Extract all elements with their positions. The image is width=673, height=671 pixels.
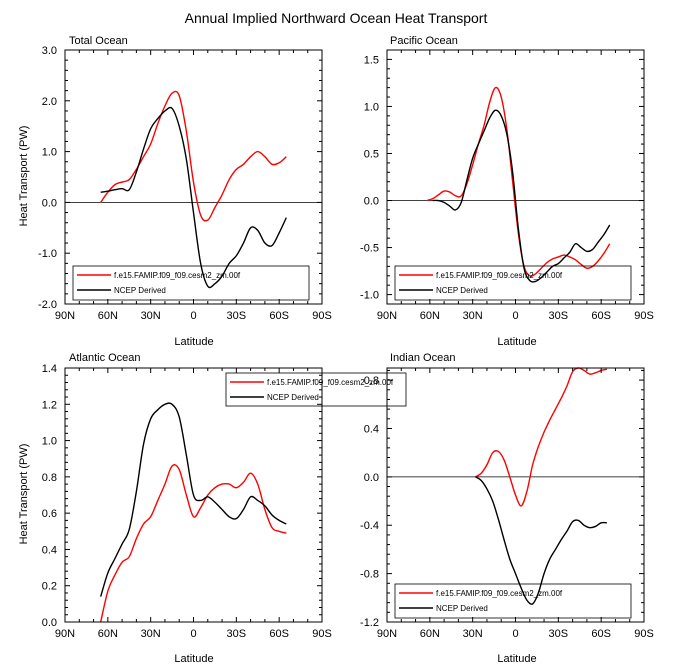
y-tick-label: 3.0 bbox=[42, 45, 57, 57]
panel-atlantic-ocean: Atlantic Ocean Heat Transport (PW) Latit… bbox=[18, 352, 214, 665]
panel-indian-ocean: Indian Ocean Latitude bbox=[390, 352, 537, 665]
x-tick-label: 60N bbox=[420, 310, 440, 322]
x-tick-label: 30S bbox=[227, 310, 247, 322]
legend-label: NCEP Derived bbox=[267, 393, 319, 402]
x-axis-label-pacific-ocean: Latitude bbox=[497, 336, 536, 348]
y-tick-label: 0.5 bbox=[364, 148, 379, 160]
x-tick-label: 60N bbox=[98, 310, 118, 322]
x-tick-label: 90N bbox=[377, 628, 397, 640]
x-tick-label: 60N bbox=[98, 628, 118, 640]
legend-label: f.e15.FAMIP.f09_f09.cesm2_zm.00f bbox=[436, 589, 563, 598]
panel-title-pacific-ocean: Pacific Ocean bbox=[390, 35, 458, 47]
x-tick-label: 90S bbox=[312, 628, 332, 640]
x-tick-label: 30S bbox=[549, 310, 569, 322]
x-tick-label: 60S bbox=[591, 628, 611, 640]
y-tick-label: 0.0 bbox=[364, 472, 379, 484]
x-tick-label: 30N bbox=[141, 628, 161, 640]
x-tick-label: 30N bbox=[463, 310, 483, 322]
x-tick-label: 90N bbox=[55, 310, 75, 322]
x-tick-label: 90S bbox=[312, 310, 332, 322]
series-line-ncep bbox=[475, 476, 607, 605]
plot-pacific-ocean: 90N 60N 30N 0 30S 60S 90S -1.0 -0.5 0.0 0.5 1.0 1.5 f… bbox=[360, 49, 654, 322]
x-tick-label: 60N bbox=[420, 628, 440, 640]
y-tick-label: -0.4 bbox=[360, 520, 379, 532]
plot-atlantic-ocean: 90N 60N 30N 0 30S 60S 90S 0.0 0.2 0.4 0.6 0.8 1.0 1.2… bbox=[42, 363, 407, 640]
y-tick-label: 1.0 bbox=[42, 436, 57, 448]
x-tick-label: 60S bbox=[591, 310, 611, 322]
y-axis-label-total-ocean: Heat Transport (PW) bbox=[18, 126, 30, 227]
x-axis-label-atlantic-ocean: Latitude bbox=[174, 653, 213, 665]
y-tick-label: 0.0 bbox=[42, 197, 57, 209]
x-tick-label: 0 bbox=[190, 628, 196, 640]
x-tick-label: 90S bbox=[634, 628, 654, 640]
y-tick-label: 1.2 bbox=[42, 399, 57, 411]
y-tick-label: 1.4 bbox=[42, 363, 57, 375]
x-axis-label-indian-ocean: Latitude bbox=[497, 653, 536, 665]
y-tick-label: 0.4 bbox=[364, 423, 379, 435]
x-tick-label: 0 bbox=[512, 628, 518, 640]
x-tick-label: 30S bbox=[549, 628, 569, 640]
x-tick-label: 90S bbox=[634, 310, 654, 322]
y-axis-label-atlantic-ocean: Heat Transport (PW) bbox=[18, 444, 30, 545]
figure-title: Annual Implied Northward Ocean Heat Tran… bbox=[185, 10, 488, 26]
x-tick-label: 60S bbox=[269, 628, 289, 640]
y-tick-label: 0.0 bbox=[42, 617, 57, 629]
series-line-ncep bbox=[432, 109, 611, 283]
x-tick-label: 30N bbox=[141, 310, 161, 322]
y-tick-label: -0.8 bbox=[360, 569, 379, 581]
panel-title-atlantic-ocean: Atlantic Ocean bbox=[69, 352, 141, 364]
y-tick-label: -1.0 bbox=[360, 290, 379, 302]
x-tick-label: 30N bbox=[463, 628, 483, 640]
legend-box bbox=[394, 583, 632, 619]
legend-label: NCEP Derived bbox=[114, 286, 166, 295]
legend-box bbox=[72, 265, 310, 301]
plot-indian-ocean: 90N 60N 30N 0 30S 60S 90S -1.2 -0.8 -0.4 0.0 0.4 0.8… bbox=[360, 367, 654, 640]
x-tick-label: 90N bbox=[55, 628, 75, 640]
legend-label: f.e15.FAMIP.f09_f09.cesm2_zm.00f bbox=[267, 378, 394, 387]
legend-indian-ocean: f.e15.FAMIP.f09_f09.cesm2_zm.00f NCEP Der… bbox=[394, 583, 632, 619]
legend-total-ocean: f.e15.FAMIP.f09_f09.cesm2_zm.00f NCEP Der… bbox=[72, 265, 310, 301]
y-tick-label: 2.0 bbox=[42, 96, 57, 108]
y-tick-label: 0.8 bbox=[364, 375, 379, 387]
x-tick-label: 90N bbox=[377, 310, 397, 322]
legend-label: NCEP Derived bbox=[436, 286, 488, 295]
x-tick-label: 60S bbox=[269, 310, 289, 322]
x-axis-label-total-ocean: Latitude bbox=[174, 336, 213, 348]
panel-pacific-ocean: Pacific Ocean Latitude bbox=[390, 35, 537, 348]
legend-label: f.e15.FAMIP.f09_f09.cesm2_zm.00f bbox=[114, 271, 241, 280]
y-tick-label: 0.4 bbox=[42, 544, 57, 556]
series-line-model bbox=[100, 464, 287, 623]
y-tick-label: 0.6 bbox=[42, 508, 57, 520]
series-line-ncep bbox=[100, 106, 287, 289]
plot-total-ocean: 90N 60N 30N 0 30S 60S 90S -2.0 -1.0 0.0 1.0 2.0 3.0 f… bbox=[38, 45, 332, 322]
panel-title-indian-ocean: Indian Ocean bbox=[390, 352, 455, 364]
legend-label: NCEP Derived bbox=[436, 604, 488, 613]
x-tick-label: 30S bbox=[227, 628, 247, 640]
y-tick-label: -0.5 bbox=[360, 243, 379, 255]
y-tick-label: 0.0 bbox=[364, 196, 379, 208]
legend-label: f.e15.FAMIP.f09_f09.cesm2_zm.00f bbox=[436, 271, 563, 280]
y-tick-label: -2.0 bbox=[38, 299, 57, 311]
panel-total-ocean: Total Ocean Heat Transport (PW) Latitude bbox=[18, 35, 214, 348]
y-tick-label: 0.2 bbox=[42, 581, 57, 593]
series-line-model bbox=[475, 367, 608, 507]
x-tick-label: 0 bbox=[190, 310, 196, 322]
legend-pacific-ocean: f.e15.FAMIP.f09_f09.cesm2_zm.00f NCEP Der… bbox=[394, 265, 632, 301]
series-line-model bbox=[100, 90, 287, 222]
y-tick-label: 1.5 bbox=[364, 54, 379, 66]
panel-title-total-ocean: Total Ocean bbox=[69, 35, 128, 47]
series-line-ncep bbox=[100, 402, 287, 597]
y-tick-label: 1.0 bbox=[364, 101, 379, 113]
y-tick-label: -1.0 bbox=[38, 248, 57, 260]
y-tick-label: -1.2 bbox=[360, 617, 379, 629]
x-tick-label: 0 bbox=[512, 310, 518, 322]
legend-box bbox=[225, 372, 407, 407]
y-tick-label: 1.0 bbox=[42, 147, 57, 159]
legend-atlantic-ocean: f.e15.FAMIP.f09_f09.cesm2_zm.00f NCEP Der… bbox=[225, 372, 407, 407]
legend-box bbox=[394, 265, 632, 301]
y-tick-label: 0.8 bbox=[42, 472, 57, 484]
